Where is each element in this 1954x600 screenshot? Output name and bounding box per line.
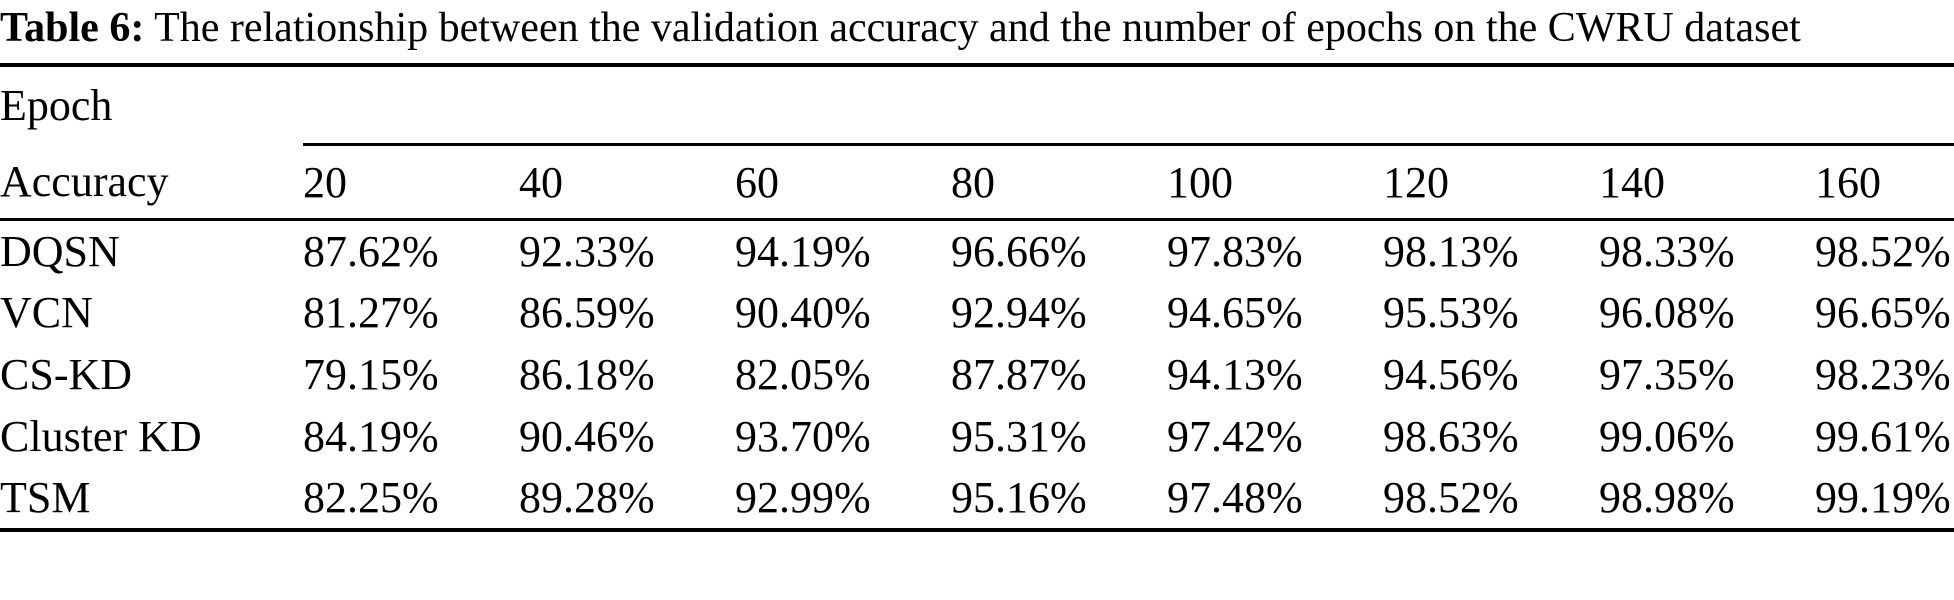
epoch-column-header-100: 100 — [1167, 157, 1233, 207]
accuracy-value-cell: 92.99% — [735, 473, 871, 522]
accuracy-value-cell: 86.18% — [519, 350, 655, 399]
table-row-tsm: TSM 82.25% 89.28% 92.99% 95.16% 97.48% 9… — [0, 468, 1954, 530]
accuracy-value-cell: 84.19% — [303, 412, 439, 461]
accuracy-value-cell: 87.62% — [303, 226, 439, 276]
accuracy-value-cell: 96.08% — [1599, 288, 1735, 337]
row-label: Cluster KD — [0, 412, 202, 461]
epoch-column-header-80: 80 — [951, 157, 995, 207]
accuracy-value-cell: 99.19% — [1815, 473, 1951, 522]
accuracy-value-cell: 97.48% — [1167, 473, 1303, 522]
table-row-cs-kd: CS-KD 79.15% 86.18% 82.05% 87.87% 94.13%… — [0, 344, 1954, 406]
epoch-span-rule-row — [0, 142, 1954, 146]
accuracy-value-cell: 90.46% — [519, 412, 655, 461]
epoch-column-header-140: 140 — [1599, 157, 1665, 207]
row-label: TSM — [0, 473, 91, 522]
accuracy-value-cell: 87.87% — [951, 350, 1087, 399]
accuracy-value-cell: 86.59% — [519, 288, 655, 337]
accuracy-corner-header: Accuracy — [0, 156, 169, 206]
accuracy-value-cell: 98.52% — [1815, 226, 1951, 276]
accuracy-epoch-table: Epoch Accuracy 20 40 60 80 100 120 140 1… — [0, 63, 1954, 532]
accuracy-value-cell: 92.33% — [519, 226, 655, 276]
accuracy-value-cell: 97.83% — [1167, 226, 1303, 276]
accuracy-value-cell: 99.61% — [1815, 412, 1951, 461]
epoch-column-header-60: 60 — [735, 157, 779, 207]
accuracy-value-cell: 98.23% — [1815, 350, 1951, 399]
accuracy-value-cell: 95.31% — [951, 412, 1087, 461]
accuracy-value-cell: 96.66% — [951, 226, 1087, 276]
accuracy-value-cell: 82.25% — [303, 473, 439, 522]
accuracy-value-cell: 98.13% — [1383, 226, 1519, 276]
table-row-dqsn: DQSN 87.62% 92.33% 94.19% 96.66% 97.83% … — [0, 220, 1954, 282]
caption-text: The relationship between the validation … — [154, 5, 1801, 51]
accuracy-value-cell: 99.06% — [1599, 412, 1735, 461]
accuracy-value-cell: 81.27% — [303, 288, 439, 337]
row-label: CS-KD — [0, 350, 133, 399]
accuracy-value-cell: 98.52% — [1383, 473, 1519, 522]
epoch-column-header-160: 160 — [1815, 157, 1881, 207]
accuracy-value-cell: 93.70% — [735, 412, 871, 461]
accuracy-value-cell: 98.63% — [1383, 412, 1519, 461]
accuracy-value-cell: 94.65% — [1167, 288, 1303, 337]
accuracy-value-cell: 94.19% — [735, 226, 871, 276]
accuracy-value-cell: 92.94% — [951, 288, 1087, 337]
row-label: VCN — [0, 288, 93, 337]
accuracy-value-cell: 98.33% — [1599, 226, 1735, 276]
epoch-column-header-20: 20 — [303, 157, 347, 207]
epoch-group-row: Epoch — [0, 65, 1954, 143]
accuracy-value-cell: 79.15% — [303, 350, 439, 399]
table-row-cluster-kd: Cluster KD 84.19% 90.46% 93.70% 95.31% 9… — [0, 406, 1954, 468]
accuracy-value-cell: 90.40% — [735, 288, 871, 337]
table-row-vcn: VCN 81.27% 86.59% 90.40% 92.94% 94.65% 9… — [0, 282, 1954, 344]
column-header-row: Accuracy 20 40 60 80 100 120 140 160 — [0, 145, 1954, 220]
accuracy-value-cell: 94.56% — [1383, 350, 1519, 399]
accuracy-value-cell: 82.05% — [735, 350, 871, 399]
accuracy-value-cell: 94.13% — [1167, 350, 1303, 399]
accuracy-value-cell: 96.65% — [1815, 288, 1951, 337]
accuracy-value-cell: 98.98% — [1599, 473, 1735, 522]
caption-number-label: Table 6: — [0, 5, 145, 51]
accuracy-value-cell: 97.35% — [1599, 350, 1735, 399]
accuracy-value-cell: 97.42% — [1167, 412, 1303, 461]
table-caption: Table 6: The relationship between the va… — [0, 0, 1954, 54]
accuracy-value-cell: 89.28% — [519, 473, 655, 522]
epoch-span-rule — [303, 142, 1954, 146]
accuracy-value-cell: 95.53% — [1383, 288, 1519, 337]
row-label: DQSN — [0, 226, 120, 276]
epoch-column-header-40: 40 — [519, 157, 563, 207]
epoch-group-header: Epoch — [0, 80, 113, 130]
accuracy-value-cell: 95.16% — [951, 473, 1087, 522]
epoch-column-header-120: 120 — [1383, 157, 1449, 207]
